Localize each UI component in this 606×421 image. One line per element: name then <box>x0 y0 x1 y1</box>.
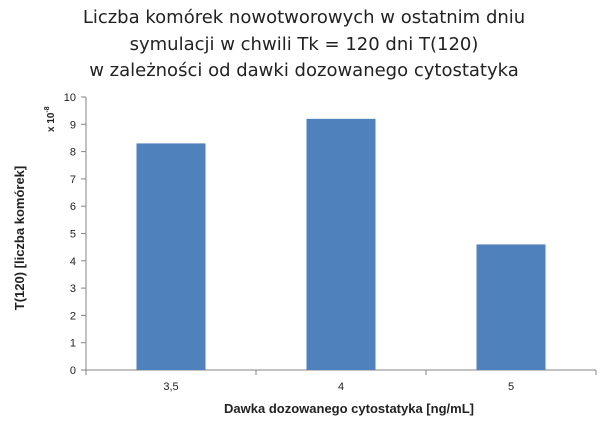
y-tick-label: 6 <box>70 201 76 213</box>
y-tick-label: 3 <box>70 283 76 295</box>
y-axis-multiplier-exponent: -8 <box>44 106 51 112</box>
y-multiplier-group: x 10-8 <box>44 106 57 132</box>
y-tick-label: 1 <box>70 338 76 350</box>
x-tick-label: 4 <box>338 381 344 393</box>
y-tick-label: 5 <box>70 229 76 241</box>
y-tick-label: 8 <box>70 147 76 159</box>
y-axis-title: T(120) [liczba komórek] <box>12 166 27 311</box>
chart-title-line-3: w zależności od dawki dozowanego cytosta… <box>89 60 519 81</box>
y-tick-label: 4 <box>70 256 76 268</box>
y-tick-label: 2 <box>70 310 76 322</box>
x-axis-title: Dawka dozowanego cytostatyka [ng/mL] <box>224 401 474 416</box>
bar <box>306 118 376 370</box>
x-tick-label: 3,5 <box>163 381 178 393</box>
plot-area: 0 1 2 3 4 5 6 7 8 9 10 3,5 4 5 <box>64 92 597 393</box>
chart-title-line-1: Liczba komórek nowotworowych w ostatnim … <box>83 7 525 28</box>
bar <box>136 143 206 370</box>
y-tick-label: 9 <box>70 119 76 131</box>
y-tick-label: 0 <box>70 365 76 377</box>
y-tick-label: 10 <box>64 92 76 104</box>
y-axis-multiplier-base: x 10 <box>46 112 57 132</box>
y-axis-multiplier: x 10-8 <box>44 106 57 132</box>
bar <box>476 244 546 370</box>
chart-title: Liczba komórek nowotworowych w ostatnim … <box>83 7 525 81</box>
y-axis-title-group: T(120) [liczba komórek] <box>12 166 27 311</box>
x-tick-label: 5 <box>508 381 514 393</box>
y-tick-label: 7 <box>70 174 76 186</box>
chart-title-line-2: symulacji w chwili Tk = 120 dni T(120) <box>130 34 479 55</box>
